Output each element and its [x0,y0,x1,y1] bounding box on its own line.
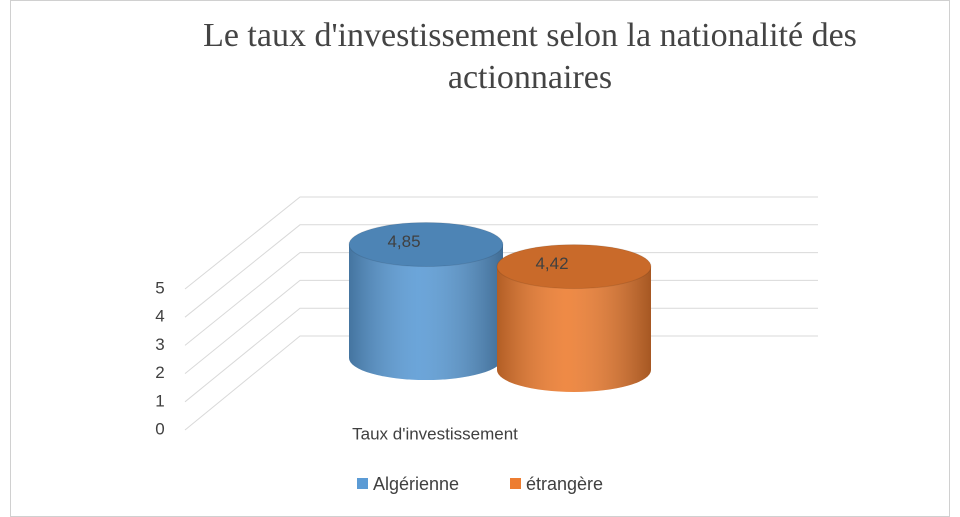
bar-shade [497,266,651,392]
data-label: 4,85 [387,232,420,251]
y-tick-label: 1 [155,391,164,410]
grid-line [184,252,818,346]
bar-top [348,222,504,268]
x-tick-label: Taux d'investissement [352,424,518,443]
y-tick-label: 4 [155,307,164,326]
y-tick-label: 3 [155,335,164,354]
legend-swatch [510,478,521,489]
grid-line [184,196,818,290]
data-label: 4,42 [535,254,568,273]
legend-swatch [357,478,368,489]
grid-line [184,224,818,318]
y-tick-label: 5 [155,278,164,297]
legend-label: Algérienne [373,474,459,494]
y-tick-label: 2 [155,363,164,382]
y-tick-label: 0 [155,419,164,438]
bar-shade [349,244,503,380]
chart-title: actionnaires [448,59,612,96]
chart-title: Le taux d'investissement selon la nation… [203,17,857,54]
bar-top [496,244,652,290]
legend-label: étrangère [526,474,603,494]
